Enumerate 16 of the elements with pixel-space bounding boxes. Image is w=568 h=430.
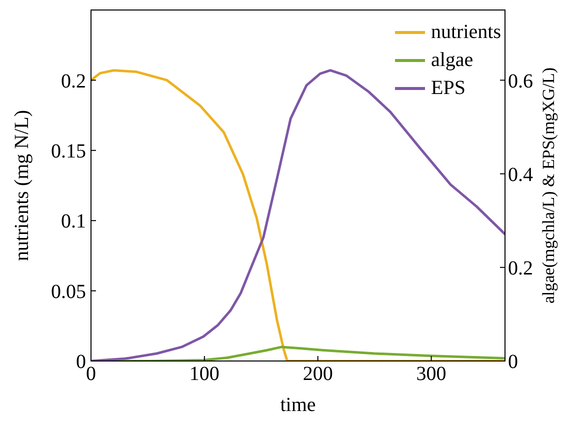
- y2-tick-label: 0.2: [508, 258, 533, 280]
- y2-tick-label: 0.4: [508, 164, 533, 186]
- y-tick-label: 0.1: [61, 210, 86, 233]
- x-tick-label: 300: [416, 363, 446, 386]
- legend-label: algae: [431, 48, 474, 73]
- x-tick-label: 200: [302, 363, 333, 386]
- y2-axis-title: algae(mgchla/L) & EPS(mgXG/L): [539, 67, 558, 304]
- x-tick-label: 100: [189, 363, 220, 386]
- x-axis-title: time: [280, 394, 316, 416]
- y2-tick-label: 0.6: [508, 70, 533, 92]
- y-tick-label: 0.15: [51, 140, 86, 162]
- legend-label: nutrients: [431, 20, 501, 45]
- y-tick-label: 0.2: [61, 70, 86, 92]
- legend-label: EPS: [431, 76, 466, 101]
- y-axis-title: nutrients (mg N/L): [11, 110, 34, 262]
- y-tick-label: 0.05: [51, 280, 86, 303]
